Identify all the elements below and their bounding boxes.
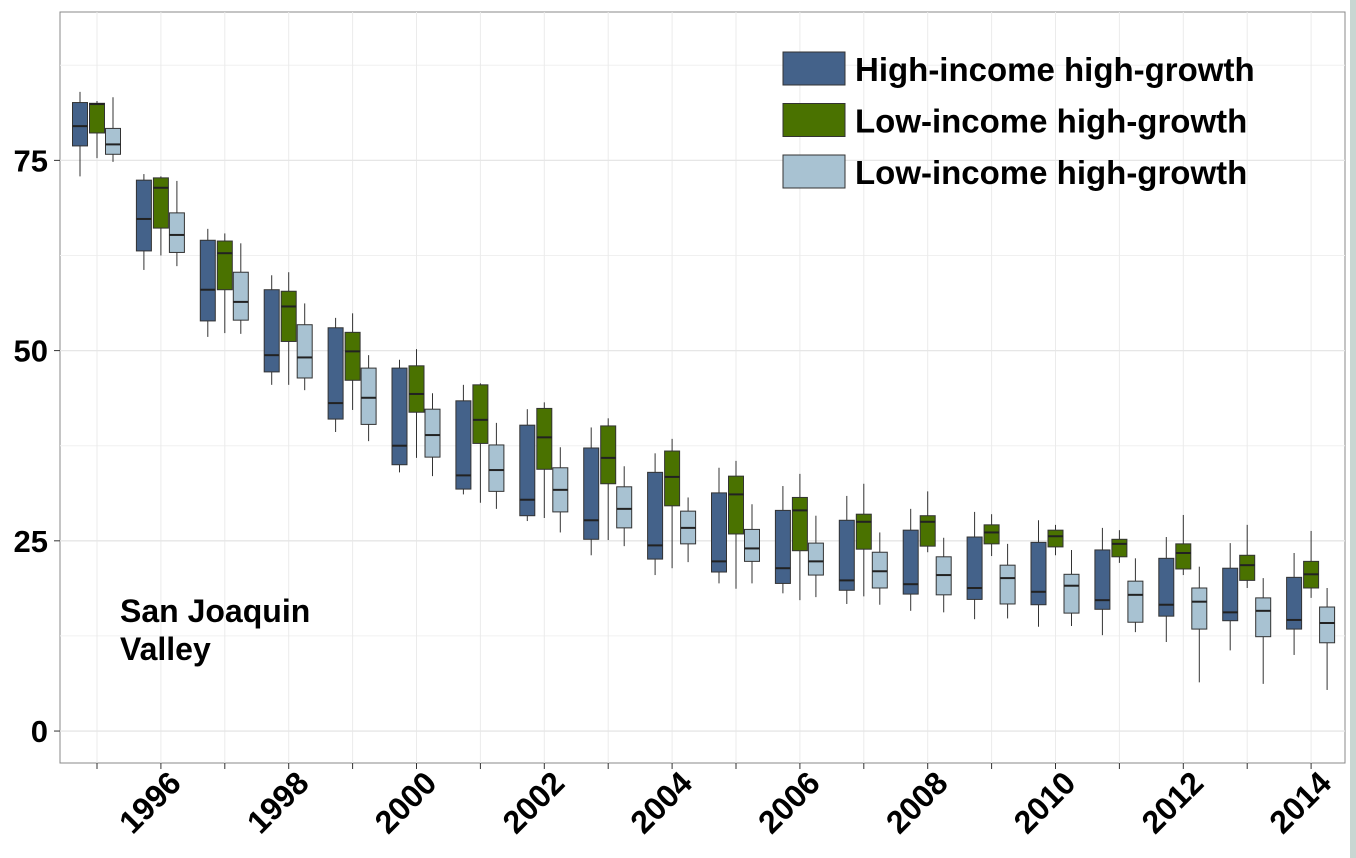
y-tick-label: 25 [14,524,48,559]
box [1127,580,1144,623]
legend-label: Low-income high-growth [855,154,1247,191]
box [744,528,760,562]
box [391,367,408,466]
annotation: San Joaquin Valley [120,593,311,667]
plot-area [59,11,1346,764]
box [855,513,872,550]
box [1063,573,1080,614]
y-tick-label: 75 [14,143,48,178]
box [1030,541,1047,606]
box [600,425,617,485]
box [1094,549,1111,610]
box [966,536,983,600]
y-tick-label: 0 [31,714,48,749]
box [999,564,1016,605]
box [344,331,361,381]
y-tick-label: 50 [14,334,48,369]
legend-label: Low-income high-growth [855,103,1247,140]
box [296,324,313,379]
box [728,475,744,535]
box [1255,597,1272,638]
box [647,471,664,560]
box [583,447,600,540]
legend-swatch [782,103,846,137]
box [1222,567,1239,622]
box [89,102,105,134]
box [488,444,505,492]
box [1286,576,1303,630]
box [232,271,249,321]
box [838,519,855,591]
box [327,327,344,420]
box [199,239,216,322]
box [1319,606,1336,644]
box [168,212,185,253]
box [216,240,233,291]
box [983,524,1000,545]
box [791,496,808,552]
legend-swatch [782,51,846,86]
box [919,515,936,547]
box [902,529,919,595]
box [1047,529,1064,548]
box [1111,538,1128,558]
box [472,384,489,444]
box [135,179,152,252]
box [1191,587,1208,630]
box [774,509,791,584]
box [536,407,553,470]
box [519,424,536,517]
box [807,542,824,576]
box [280,290,297,342]
box [455,400,472,490]
box [424,408,441,458]
box [1175,543,1192,570]
box [664,450,681,507]
legend-label: High-income high-growth [855,51,1255,88]
box [408,365,425,413]
box [105,127,121,155]
box [263,289,280,373]
box [72,102,88,147]
box [1239,554,1256,581]
box [1158,557,1175,617]
box [711,492,727,573]
box [871,551,888,589]
legend-swatch [782,154,846,189]
box [152,177,169,229]
box [360,367,377,425]
box [616,486,633,529]
